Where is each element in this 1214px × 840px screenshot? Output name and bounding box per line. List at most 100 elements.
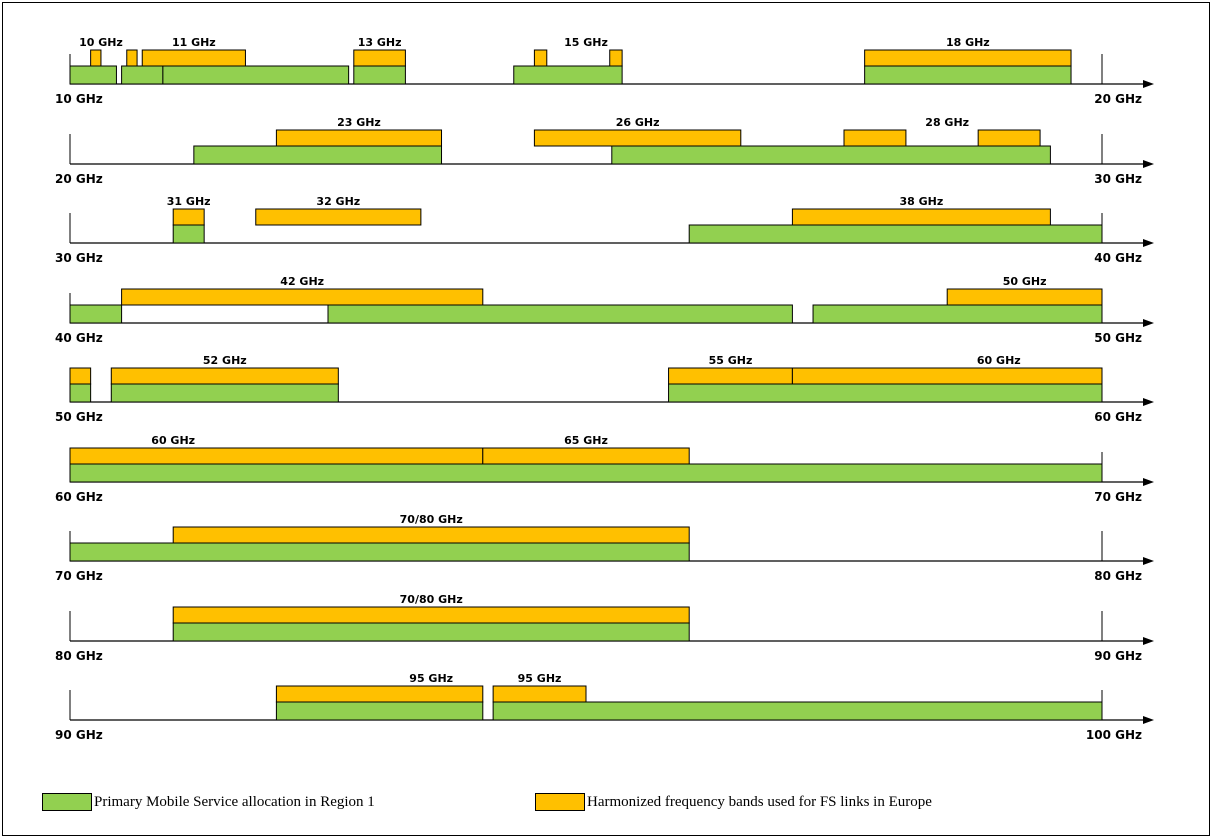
fs-band bbox=[668, 367, 793, 385]
axis-start-label: 10 GHz bbox=[55, 92, 103, 106]
axis-end-label: 100 GHz bbox=[1086, 728, 1142, 742]
fs-band bbox=[172, 526, 690, 544]
band-label: 31 GHz bbox=[167, 195, 211, 208]
mobile-band bbox=[353, 65, 406, 85]
mobile-band bbox=[121, 65, 164, 85]
axis-start-label: 90 GHz bbox=[55, 728, 103, 742]
axis-start-label: 80 GHz bbox=[55, 649, 103, 663]
band-label: 23 GHz bbox=[337, 116, 381, 129]
mobile-band bbox=[172, 622, 690, 642]
fs-band bbox=[110, 367, 339, 385]
band-label: 26 GHz bbox=[616, 116, 660, 129]
fs-band bbox=[172, 208, 205, 226]
axis-start-label: 20 GHz bbox=[55, 172, 103, 186]
band-label: 42 GHz bbox=[280, 275, 324, 288]
band-label: 65 GHz bbox=[564, 434, 608, 447]
band-label: 60 GHz bbox=[151, 434, 195, 447]
band-label: 50 GHz bbox=[1003, 275, 1047, 288]
axis-arrow bbox=[1143, 398, 1154, 406]
mobile-band bbox=[69, 542, 690, 562]
axis-start-label: 60 GHz bbox=[55, 490, 103, 504]
mobile-band bbox=[492, 701, 1103, 721]
fs-band bbox=[275, 685, 484, 703]
band-label: 32 GHz bbox=[316, 195, 360, 208]
fs-band bbox=[843, 129, 907, 147]
fs-band bbox=[533, 129, 742, 147]
band-label: 11 GHz bbox=[172, 36, 216, 49]
legend-mobile-swatch bbox=[42, 793, 92, 811]
band-label: 18 GHz bbox=[946, 36, 990, 49]
fs-band bbox=[121, 288, 484, 306]
axis-end-label: 60 GHz bbox=[1094, 410, 1142, 424]
mobile-band bbox=[864, 65, 1072, 85]
axis-arrow bbox=[1143, 319, 1154, 327]
axis-arrow bbox=[1143, 716, 1154, 724]
axis-start-label: 70 GHz bbox=[55, 569, 103, 583]
fs-band bbox=[791, 208, 1051, 226]
mobile-band bbox=[668, 383, 1103, 403]
mobile-band bbox=[162, 65, 350, 85]
axis-end-label: 50 GHz bbox=[1094, 331, 1142, 345]
axis-start-label: 30 GHz bbox=[55, 251, 103, 265]
band-label: 15 GHz bbox=[564, 36, 608, 49]
legend-mobile: Primary Mobile Service allocation in Reg… bbox=[42, 792, 375, 812]
band-label: 95 GHz bbox=[409, 672, 453, 685]
axis-arrow bbox=[1143, 239, 1154, 247]
axis-end-label: 80 GHz bbox=[1094, 569, 1142, 583]
fs-band bbox=[533, 49, 548, 67]
mobile-band bbox=[69, 65, 117, 85]
fs-band bbox=[255, 208, 422, 226]
fs-band bbox=[946, 288, 1103, 306]
band-label: 70/80 GHz bbox=[400, 513, 463, 526]
mobile-band bbox=[688, 224, 1103, 244]
axis-end-label: 90 GHz bbox=[1094, 649, 1142, 663]
fs-band bbox=[864, 49, 1072, 67]
axis-start-label: 50 GHz bbox=[55, 410, 103, 424]
axis-arrow bbox=[1143, 478, 1154, 486]
fs-band bbox=[172, 606, 690, 624]
legend-mobile-label: Primary Mobile Service allocation in Reg… bbox=[94, 793, 375, 810]
band-label: 38 GHz bbox=[900, 195, 944, 208]
legend-fs-swatch bbox=[535, 793, 585, 811]
band-label: 13 GHz bbox=[358, 36, 402, 49]
band-label: 10 GHz bbox=[79, 36, 123, 49]
mobile-band bbox=[69, 304, 123, 324]
mobile-band bbox=[513, 65, 623, 85]
band-label: 60 GHz bbox=[977, 354, 1021, 367]
mobile-band bbox=[193, 145, 443, 165]
band-label: 95 GHz bbox=[518, 672, 562, 685]
band-label: 55 GHz bbox=[709, 354, 753, 367]
mobile-band bbox=[275, 701, 484, 721]
fs-band bbox=[609, 49, 623, 67]
fs-band bbox=[353, 49, 406, 67]
mobile-band bbox=[172, 224, 205, 244]
legend-fs-label: Harmonized frequency bands used for FS l… bbox=[587, 793, 932, 810]
axis-arrow bbox=[1143, 637, 1154, 645]
band-label: 28 GHz bbox=[925, 116, 969, 129]
legend-fs: Harmonized frequency bands used for FS l… bbox=[535, 792, 932, 812]
band-label: 70/80 GHz bbox=[400, 593, 463, 606]
fs-band bbox=[977, 129, 1041, 147]
fs-band bbox=[90, 49, 102, 67]
mobile-band bbox=[327, 304, 793, 324]
fs-band bbox=[69, 447, 484, 465]
axis-end-label: 40 GHz bbox=[1094, 251, 1142, 265]
mobile-band bbox=[110, 383, 339, 403]
axis-start-label: 40 GHz bbox=[55, 331, 103, 345]
axis-end-label: 70 GHz bbox=[1094, 490, 1142, 504]
mobile-band bbox=[69, 383, 92, 403]
axis-end-label: 30 GHz bbox=[1094, 172, 1142, 186]
fs-band bbox=[482, 447, 690, 465]
mobile-band bbox=[69, 463, 1103, 483]
fs-band bbox=[126, 49, 138, 67]
fs-band bbox=[275, 129, 443, 147]
fs-band bbox=[141, 49, 246, 67]
fs-band bbox=[791, 367, 1103, 385]
axis-arrow bbox=[1143, 160, 1154, 168]
band-label: 52 GHz bbox=[203, 354, 247, 367]
mobile-band bbox=[812, 304, 1103, 324]
fs-band bbox=[492, 685, 587, 703]
frequency-allocation-diagram: 10 GHz 11 GHz 13 GHz 15 GHz 18 GHz 10 GHz 20 G… bbox=[55, 36, 1154, 742]
axis-arrow bbox=[1143, 80, 1154, 88]
